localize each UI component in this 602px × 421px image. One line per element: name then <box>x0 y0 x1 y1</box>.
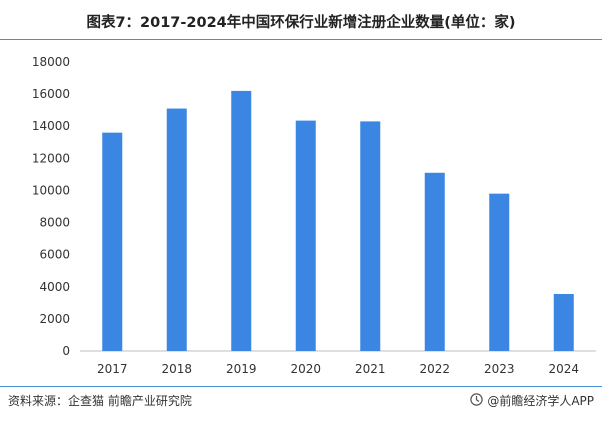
y-tick-label: 14000 <box>32 119 70 133</box>
y-tick-label: 16000 <box>32 87 70 101</box>
bar-2022 <box>424 172 445 351</box>
bar-2021 <box>360 121 381 352</box>
x-tick-label: 2017 <box>97 362 128 376</box>
bar-2023 <box>489 193 510 351</box>
bar-2017 <box>102 132 123 351</box>
y-tick-label: 6000 <box>39 248 70 262</box>
title-divider <box>0 39 602 40</box>
y-tick-label: 0 <box>62 344 70 358</box>
brand-label: @前瞻经济学人APP <box>487 394 594 408</box>
y-tick-label: 18000 <box>32 55 70 69</box>
x-tick-label: 2021 <box>355 362 386 376</box>
y-tick-label: 4000 <box>39 280 70 294</box>
x-tick-label: 2022 <box>419 362 450 376</box>
y-tick-label: 2000 <box>39 312 70 326</box>
bar-2019 <box>231 90 252 352</box>
brand-credit: @前瞻经济学人APP <box>470 392 594 409</box>
y-tick-label: 10000 <box>32 183 70 197</box>
bar-2020 <box>295 120 316 351</box>
bar-chart: 0 2000 4000 6000 8000 10000 12000 14000 16000 180… <box>32 55 596 376</box>
qianzhan-logo-icon <box>470 392 484 409</box>
source-note: 资料来源：企查猫 前瞻产业研究院 <box>8 394 192 408</box>
x-tick-label: 2020 <box>290 362 321 376</box>
y-axis: 0 2000 4000 6000 8000 10000 12000 14000 16000 180… <box>32 55 70 358</box>
x-tick-label: 2024 <box>548 362 579 376</box>
chart-title: 图表7：2017-2024年中国环保行业新增注册企业数量(单位：家) <box>86 15 516 31</box>
bar-2018 <box>166 108 187 351</box>
x-tick-label: 2019 <box>226 362 257 376</box>
y-tick-label: 8000 <box>39 216 70 230</box>
y-tick-label: 12000 <box>32 151 70 165</box>
bar-2024 <box>553 294 574 351</box>
footer-divider <box>0 386 602 387</box>
bars <box>102 90 574 352</box>
x-tick-label: 2023 <box>484 362 515 376</box>
x-axis: 2017 2018 2019 2020 2021 2022 2023 2024 <box>97 362 579 376</box>
x-tick-label: 2018 <box>161 362 192 376</box>
